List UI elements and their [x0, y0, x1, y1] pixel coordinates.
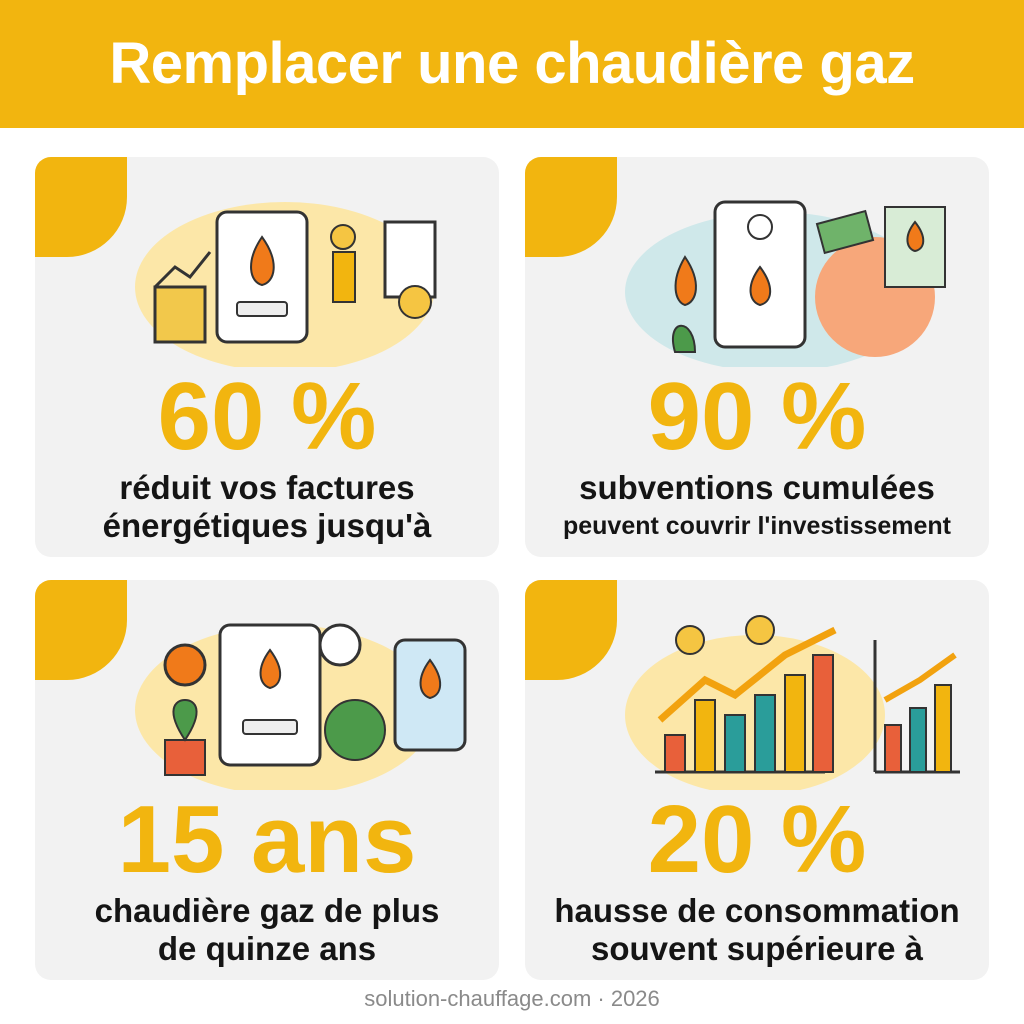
- stat: 20 %: [647, 786, 867, 893]
- description: peuvent couvrir l'investissement: [562, 512, 952, 540]
- stat: 60 %: [157, 363, 377, 470]
- card: 90 % subventions cumulées peuvent couvri…: [525, 157, 989, 557]
- stat: 90 %: [647, 363, 867, 470]
- stat: 15 ans: [117, 786, 417, 893]
- description: réduit vos factures: [119, 469, 415, 506]
- description: subventions cumulées: [579, 469, 935, 506]
- illustration: [135, 202, 437, 367]
- header-band: Remplacer une chaudière gaz: [0, 0, 1024, 128]
- footer: solution-chauffage.com · 2026: [364, 986, 660, 1011]
- description: de quinze ans: [157, 930, 377, 967]
- title: Remplacer une chaudière gaz: [109, 31, 915, 96]
- description: chaudière gaz de plus: [94, 892, 440, 929]
- card: 15 ans chaudière gaz de plus de quinze a…: [35, 580, 499, 980]
- card: 20 % hausse de consommation souvent supé…: [525, 580, 989, 980]
- card: 60 % réduit vos factures énergétiques ju…: [35, 157, 499, 557]
- illustration: [625, 615, 960, 790]
- description: souvent supérieure à: [591, 930, 923, 967]
- illustration: [625, 200, 946, 367]
- illustration: [135, 623, 467, 790]
- description: hausse de consommation: [554, 892, 960, 929]
- description: énergétiques jusqu'à: [102, 507, 432, 544]
